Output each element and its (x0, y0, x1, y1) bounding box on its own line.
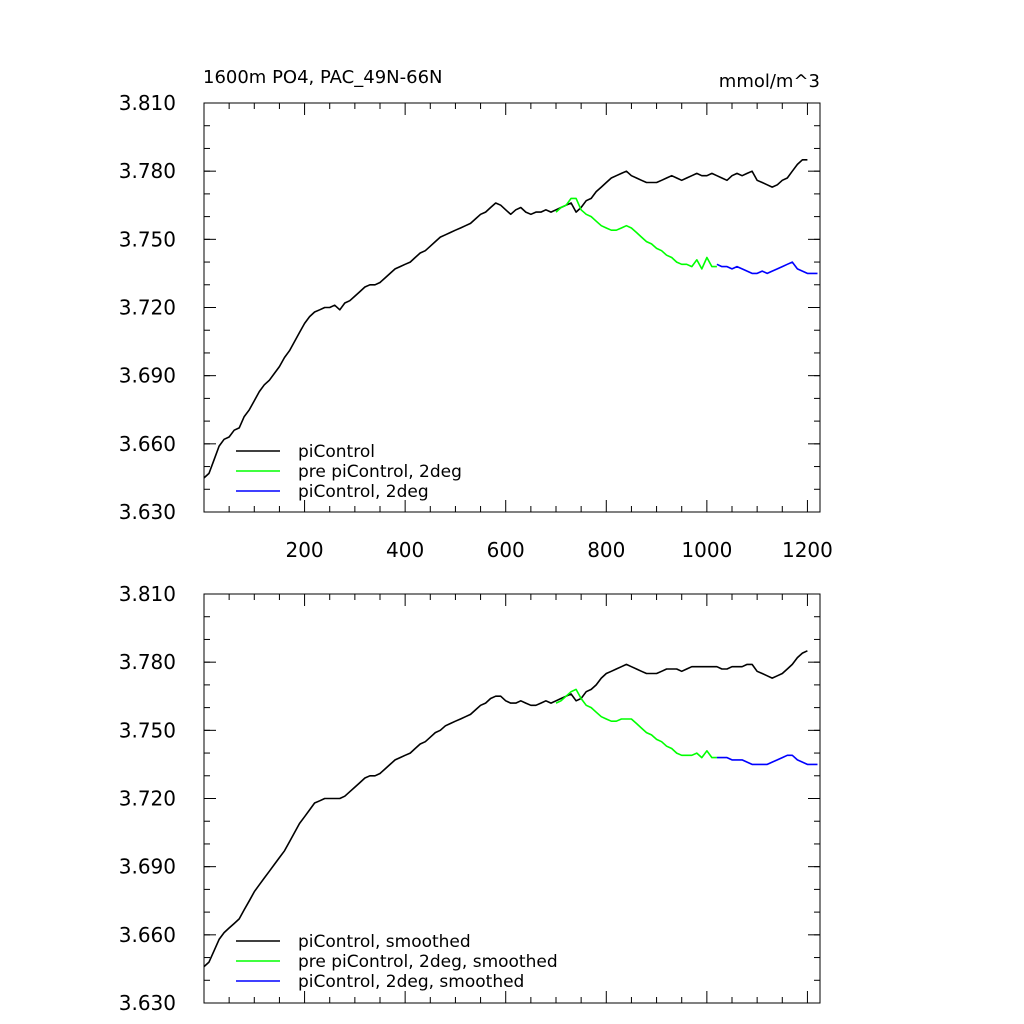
x-tick-label: 400 (386, 538, 424, 562)
x-tick-label: 200 (285, 538, 323, 562)
legend-label: piControl (298, 442, 375, 462)
series-line-2 (716, 261, 818, 275)
y-tick-label: 3.630 (119, 500, 176, 524)
series-line-0 (203, 159, 808, 479)
series-line-1 (555, 688, 717, 759)
legend-label: piControl, 2deg, smoothed (298, 972, 524, 992)
x-tick-label: 1200 (782, 538, 833, 562)
bottom-panel: 3.630 3.660 3.690 3.720 3.750 3.780 3.810 piCon… (119, 582, 821, 1015)
x-tick-label: 1000 (681, 538, 732, 562)
x-tick-label: 600 (487, 538, 525, 562)
y-tick-label: 3.810 (119, 582, 176, 606)
y-tick-label: 3.720 (119, 296, 176, 320)
legend-label: pre piControl, 2deg (298, 462, 462, 482)
y-tick-label: 3.810 (119, 91, 176, 115)
plot-frame (203, 102, 821, 513)
y-tick-label: 3.630 (119, 991, 176, 1015)
y-tick-label: 3.750 (119, 718, 176, 742)
y-tick-label: 3.720 (119, 787, 176, 811)
y-tick-label: 3.660 (119, 432, 176, 456)
y-tick-label: 3.750 (119, 227, 176, 251)
y-tick-label: 3.780 (119, 159, 176, 183)
top-panel: 1600m PO4, PAC_49N-66N mmol/m^3 3.630 3.6… (119, 67, 833, 562)
y-tick-label: 3.690 (119, 364, 176, 388)
y-tick-label: 3.780 (119, 650, 176, 674)
units-label: mmol/m^3 (719, 71, 820, 92)
legend-label: piControl, smoothed (298, 932, 471, 952)
legend-label: piControl, 2deg (298, 482, 429, 502)
series-line-0 (203, 650, 808, 968)
legend-label: pre piControl, 2deg, smoothed (298, 952, 558, 972)
chart-title: 1600m PO4, PAC_49N-66N (203, 67, 442, 88)
y-tick-label: 3.660 (119, 923, 176, 947)
y-tick-label: 3.690 (119, 855, 176, 879)
series-line-2 (716, 754, 818, 766)
plot-frame (203, 593, 821, 1004)
series-line-1 (555, 197, 717, 270)
x-tick-label: 800 (587, 538, 625, 562)
